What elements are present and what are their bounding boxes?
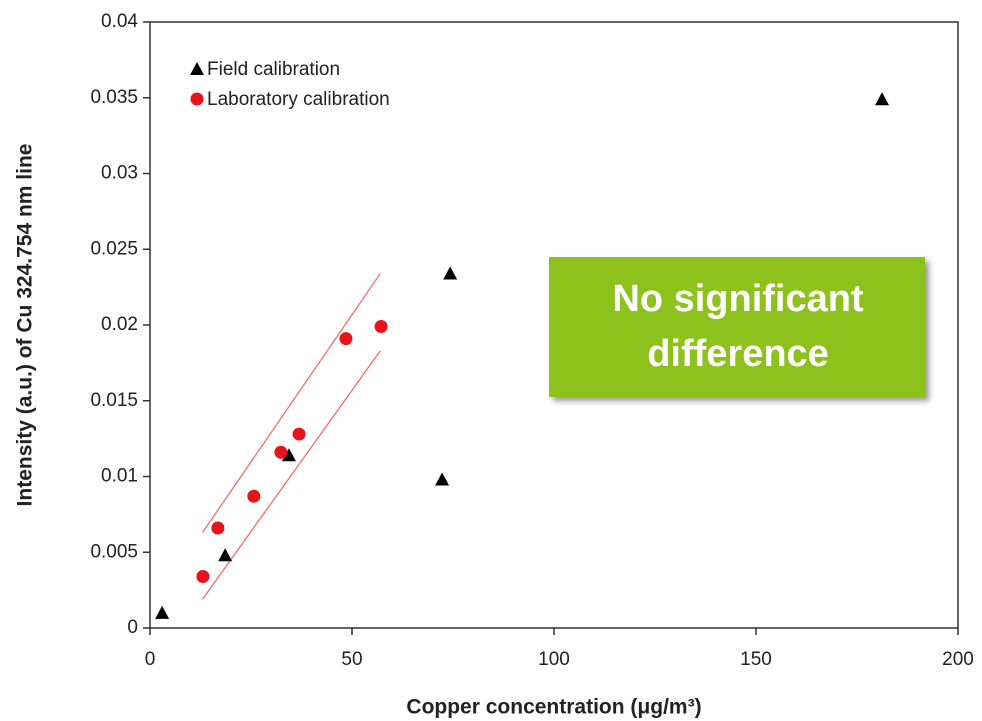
x-tick-label: 0 xyxy=(145,649,156,670)
x-tick-label: 50 xyxy=(341,649,362,670)
data-point xyxy=(875,92,890,106)
data-point xyxy=(281,448,296,462)
y-tick-label: 0.04 xyxy=(101,11,138,32)
annotation-text: difference xyxy=(647,333,829,375)
x-axis-label: Copper concentration (μg/m³) xyxy=(406,696,701,719)
annotation-box xyxy=(549,257,925,397)
legend-marker xyxy=(190,62,204,75)
y-tick-label: 0.015 xyxy=(90,390,138,411)
y-tick-label: 0.035 xyxy=(90,87,138,108)
y-tick-label: 0.005 xyxy=(90,541,138,562)
data-point xyxy=(155,605,170,619)
x-tick-label: 100 xyxy=(538,649,570,670)
data-point xyxy=(218,548,233,562)
data-point xyxy=(339,332,353,346)
data-point xyxy=(211,521,225,535)
x-tick-label: 150 xyxy=(740,649,772,670)
data-point xyxy=(247,489,261,503)
x-tick-label: 200 xyxy=(942,649,974,670)
legend-label: Laboratory calibration xyxy=(207,89,390,110)
data-point xyxy=(196,569,210,583)
y-tick-label: 0.03 xyxy=(101,163,138,184)
y-tick-label: 0.01 xyxy=(101,466,138,487)
annotation-text: No significant xyxy=(612,278,864,320)
data-point xyxy=(274,445,288,459)
data-point xyxy=(443,266,458,280)
y-tick-label: 0 xyxy=(127,617,138,638)
data-point xyxy=(374,320,388,334)
data-point xyxy=(292,427,306,441)
confidence-line xyxy=(201,273,381,533)
y-tick-label: 0.02 xyxy=(101,314,138,335)
y-axis-label: Intensity (a.u.) of Cu 324.754 nm line xyxy=(14,144,37,507)
data-point xyxy=(435,472,450,486)
y-tick-label: 0.025 xyxy=(90,238,138,259)
legend-marker xyxy=(190,92,204,106)
legend-label: Field calibration xyxy=(207,59,340,80)
confidence-line xyxy=(201,350,381,600)
